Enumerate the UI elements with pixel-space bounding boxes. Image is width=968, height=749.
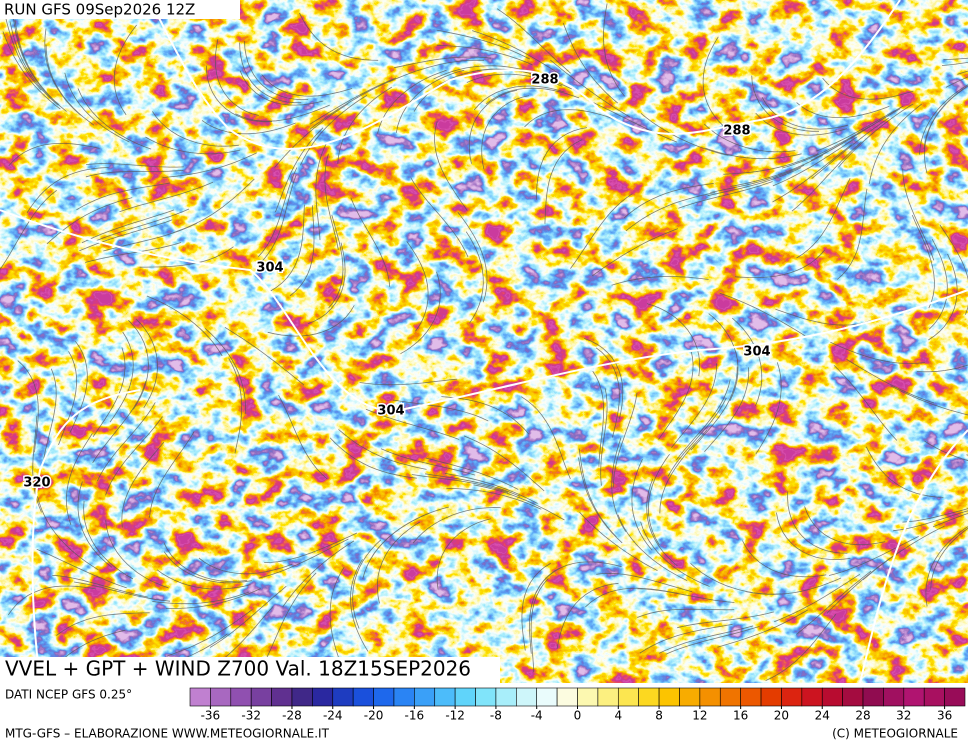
source-label: DATI NCEP GFS 0.25° [5, 688, 132, 702]
vertical-velocity-field [0, 0, 968, 683]
colorbar-tick-label: 36 [937, 709, 952, 723]
colorbar-swatch [639, 688, 659, 706]
colorbar-swatch [231, 688, 251, 706]
colorbar-swatch [822, 688, 842, 706]
colorbar-swatch [781, 688, 801, 706]
contour-label: 288 [531, 73, 558, 88]
colorbar-tick-label: 4 [614, 709, 622, 723]
colorbar-swatch [435, 688, 455, 706]
colorbar-tick-label: -28 [282, 709, 302, 723]
colorbar-swatch [904, 688, 924, 706]
colorbar-tick-label: 32 [896, 709, 911, 723]
colorbar-tick-label: -36 [201, 709, 221, 723]
colorbar-tick-label: -4 [531, 709, 543, 723]
colorbar-swatch [557, 688, 577, 706]
colorbar-swatch [741, 688, 761, 706]
colorbar-swatch [843, 688, 863, 706]
map: 288 288 304 304 304 320 [0, 0, 968, 683]
colorbar-swatch [945, 688, 965, 706]
contour-label: 304 [377, 404, 404, 419]
colorbar-tick-label: 20 [774, 709, 789, 723]
colorbar-swatch [883, 688, 903, 706]
colorbar-tick-label: 24 [815, 709, 830, 723]
colorbar-swatch [700, 688, 720, 706]
colorbar-swatch [455, 688, 475, 706]
contour-label: 320 [23, 476, 50, 491]
colorbar-tick-label: -12 [445, 709, 465, 723]
colorbar-swatch [476, 688, 496, 706]
colorbar-swatch [924, 688, 944, 706]
colorbar-swatch [720, 688, 740, 706]
colorbar-tick-label: -16 [405, 709, 425, 723]
colorbar-swatch [537, 688, 557, 706]
map-title: VVEL + GPT + WIND Z700 Val. 18Z15SEP2026 [5, 657, 471, 681]
colorbar-tick-label: 0 [574, 709, 582, 723]
colorbar-swatch [659, 688, 679, 706]
colorbar-swatch [272, 688, 292, 706]
colorbar-swatch [863, 688, 883, 706]
colorbar-tick-label: -32 [241, 709, 261, 723]
colorbar-tick-label: -24 [323, 709, 343, 723]
colorbar-swatch [578, 688, 598, 706]
colorbar-swatch [598, 688, 618, 706]
colorbar-swatch [414, 688, 434, 706]
contour-label: 304 [743, 345, 770, 360]
colorbar-swatch [516, 688, 536, 706]
colorbar-swatch [374, 688, 394, 706]
footer-left: MTG-GFS – ELABORAZIONE WWW.METEOGIORNALE… [5, 727, 330, 741]
footer-right: (C) METEOGIORNALE [832, 727, 958, 741]
colorbar-tick-label: -8 [490, 709, 502, 723]
colorbar-swatch [333, 688, 353, 706]
colorbar-tick-label: 28 [855, 709, 870, 723]
colorbar-swatch [312, 688, 332, 706]
colorbar-tick-label: 16 [733, 709, 748, 723]
run-label: RUN GFS 09Sep2026 12Z [4, 1, 195, 19]
contour-label: 288 [723, 124, 750, 139]
colorbar-swatch [190, 688, 210, 706]
colorbar-swatch [251, 688, 271, 706]
colorbar-swatch [210, 688, 230, 706]
colorbar-tick-label: -20 [364, 709, 384, 723]
colorbar-tick-label: 8 [655, 709, 663, 723]
colorbar-swatch [802, 688, 822, 706]
colorbar-swatch [292, 688, 312, 706]
colorbar: -36 -32 -28 -24 -20 -16 -12 -8 -4 0 4 8 12 16 20 24 28 32… [190, 688, 965, 723]
colorbar-tick-label: 12 [692, 709, 707, 723]
colorbar-swatch [394, 688, 414, 706]
colorbar-swatch [496, 688, 516, 706]
colorbar-swatch [353, 688, 373, 706]
colorbar-swatch [761, 688, 781, 706]
colorbar-swatch [679, 688, 699, 706]
contour-label: 304 [256, 261, 283, 276]
colorbar-swatch [618, 688, 638, 706]
